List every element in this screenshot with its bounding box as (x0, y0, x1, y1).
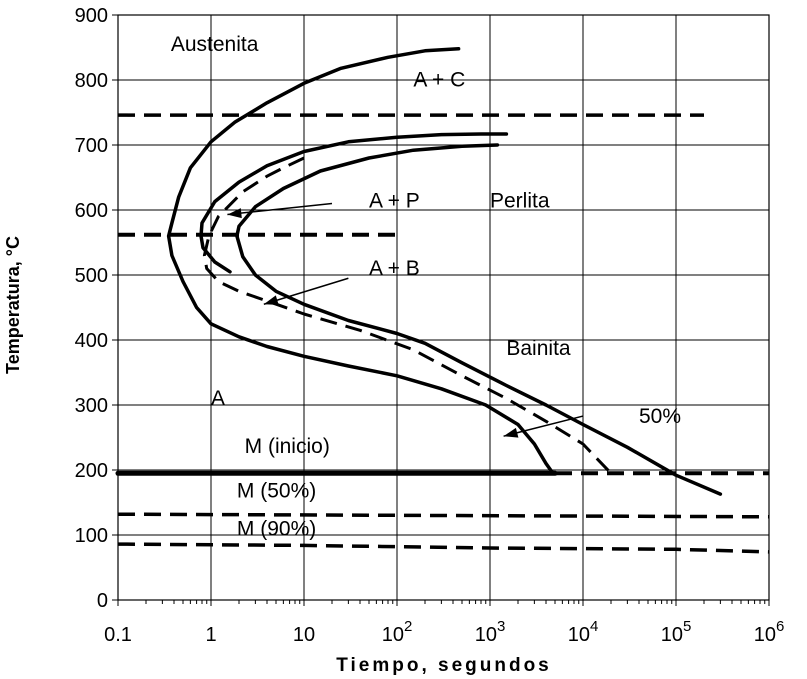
series-line-2 (199, 132, 509, 274)
x-tick-label: 103 (475, 618, 506, 646)
y-tick-label: 200 (75, 460, 108, 482)
series-line-10 (117, 542, 770, 554)
annotation-label: A + B (369, 257, 420, 280)
x-tick-label: 105 (661, 618, 692, 646)
annotation-arrow-line (263, 277, 349, 305)
x-tick-label: 102 (382, 618, 413, 646)
y-tick-label: 300 (75, 395, 108, 417)
annotation-label: 50% (639, 405, 681, 428)
annotation-label: Perlita (490, 189, 550, 212)
series-line-9 (117, 512, 770, 519)
y-tick-label: 0 (97, 590, 108, 612)
annotation-arrow-head (263, 295, 279, 305)
y-axis-label: Temperatura, °C (3, 236, 23, 374)
annotation-arrow-head (503, 427, 519, 438)
series-line-3 (235, 143, 723, 496)
y-tick-label: 500 (75, 265, 108, 287)
x-tick-label: 10 (293, 624, 315, 646)
x-axis-label: Tiempo, segundos (336, 655, 552, 676)
annotation-label: Austenita (171, 33, 259, 56)
annotation-label: M (50%) (237, 479, 316, 502)
annotation-label: Bainita (506, 337, 571, 360)
y-tick-label: 100 (75, 525, 108, 547)
x-tick-labels: 0.1 1 10 102 103 104 105 106 (104, 618, 784, 646)
y-tick-label: 900 (75, 5, 108, 27)
series-layer (115, 47, 770, 554)
x-tick-label: 104 (568, 618, 599, 646)
plot-frame (117, 14, 770, 601)
annotation-label: A + C (413, 69, 465, 92)
y-tick-label: 600 (75, 200, 108, 222)
y-tick-label: 400 (75, 330, 108, 352)
annotation-arrow-head (227, 208, 242, 219)
annotations: Austenita A + C A + P Perlita A + B Bainita A 5… (171, 33, 681, 541)
y-tick-label: 700 (75, 135, 108, 157)
arrows-layer (227, 202, 584, 438)
x-tick-label: 106 (754, 618, 785, 646)
x-tick-label: 1 (205, 624, 216, 646)
annotation-label: M (inicio) (245, 435, 330, 458)
y-tick-label: 800 (75, 70, 108, 92)
annotation-arrow-line (227, 202, 333, 216)
y-tick-labels: 0 100 200 300 400 500 600 700 800 900 (75, 5, 108, 612)
series-line-1 (166, 47, 555, 475)
annotation-label: M (90%) (237, 518, 316, 541)
annotation-label: A + P (369, 189, 420, 212)
x-tick-label: 0.1 (104, 624, 132, 646)
annotation-label: A (211, 387, 225, 410)
